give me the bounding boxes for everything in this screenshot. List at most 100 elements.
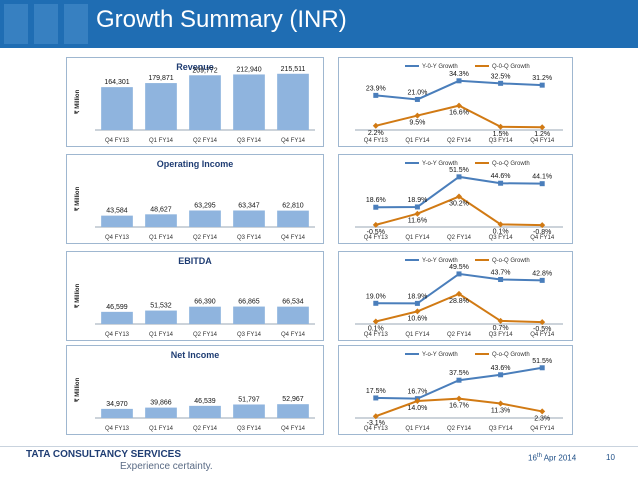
ebitda-growth-panel: Y-o-Y Growth Q-o-Q Growth 19.0% 18.9% 49.5% 4… xyxy=(338,251,573,341)
data-label: 11.3% xyxy=(491,407,510,414)
data-label: -0.8% xyxy=(533,229,551,236)
x-tick-label: Q2 FY14 xyxy=(193,332,218,338)
data-label: 42.8% xyxy=(532,270,552,277)
bar xyxy=(145,83,177,130)
data-label: 0.1% xyxy=(368,325,384,332)
data-point-qoq xyxy=(497,123,504,130)
data-label: 62,810 xyxy=(282,203,304,210)
data-label: 43.7% xyxy=(491,270,511,277)
data-label: 18.6% xyxy=(366,197,386,204)
x-tick-label: Q1 FY14 xyxy=(149,332,174,338)
data-label: 49.5% xyxy=(449,264,469,271)
x-tick-label: Q4 FY13 xyxy=(105,332,130,338)
data-label: 11.6% xyxy=(408,218,427,225)
x-tick-label: Q2 FY14 xyxy=(193,235,218,241)
data-point-yoy xyxy=(414,96,420,102)
data-point-qoq xyxy=(539,319,546,326)
data-label: 51,532 xyxy=(150,303,172,310)
data-point-yoy xyxy=(498,372,504,378)
data-label: 43.6% xyxy=(491,365,511,372)
header-decor-tile xyxy=(64,4,88,44)
data-label: 63,347 xyxy=(238,202,260,209)
x-tick-label: Q4 FY13 xyxy=(105,426,130,432)
bar xyxy=(277,73,309,130)
bar xyxy=(145,407,177,418)
x-tick-label: Q4 FY13 xyxy=(364,332,389,338)
data-label: 30.2% xyxy=(449,201,469,208)
bar xyxy=(101,215,133,227)
data-label: 51.5% xyxy=(449,167,469,174)
data-label: 52,967 xyxy=(282,396,304,403)
data-label: 48,627 xyxy=(150,206,172,213)
data-label: 9.5% xyxy=(409,120,425,127)
x-tick-label: Q4 FY14 xyxy=(530,426,555,432)
data-point-yoy xyxy=(373,300,379,306)
operating-income-bar-panel: Operating Income ₹ Million 43,584 Q4 FY13 48… xyxy=(66,154,324,244)
data-point-qoq xyxy=(539,408,546,415)
chart-title: EBITDA xyxy=(178,256,212,266)
data-label: 164,301 xyxy=(104,79,129,86)
legend-label: Y-o-Y Growth xyxy=(422,161,458,167)
bar xyxy=(101,311,133,324)
data-point-qoq xyxy=(414,398,421,405)
data-label: 51.5% xyxy=(532,358,552,365)
data-point-qoq xyxy=(414,112,421,119)
bar xyxy=(189,75,221,130)
x-tick-label: Q2 FY14 xyxy=(193,138,218,144)
x-tick-label: Q4 FY13 xyxy=(364,138,389,144)
x-tick-label: Q1 FY14 xyxy=(405,138,430,144)
data-point-yoy xyxy=(498,180,504,186)
x-tick-label: Q3 FY14 xyxy=(237,235,262,241)
tagline: Experience certainty. xyxy=(120,461,213,472)
legend-label: Y-o-Y Growth xyxy=(422,258,458,264)
data-point-yoy xyxy=(539,181,545,187)
bar xyxy=(277,306,309,324)
x-tick-label: Q4 FY14 xyxy=(281,426,306,432)
net-income-bar-panel: Net Income ₹ Million 34,970 Q4 FY13 39,866 Q1… xyxy=(66,345,324,435)
data-label: 63,295 xyxy=(194,202,216,209)
data-label: 34.3% xyxy=(449,71,469,78)
data-label: 46,599 xyxy=(106,304,128,311)
data-label: -3.1% xyxy=(367,420,385,427)
y-axis-label: ₹ Million xyxy=(74,186,81,211)
data-label: 44.6% xyxy=(491,173,511,180)
bar xyxy=(233,306,265,324)
data-label: 179,871 xyxy=(148,75,173,82)
data-point-yoy xyxy=(414,204,420,210)
data-label: 18.9% xyxy=(407,293,427,300)
data-label: 37.5% xyxy=(449,370,469,377)
bar xyxy=(189,306,221,324)
ebitda-bar-panel: EBITDA ₹ Million 46,599 Q4 FY13 51,532 Q1 FY1… xyxy=(66,251,324,341)
data-point-qoq xyxy=(372,413,379,420)
data-point-qoq xyxy=(497,400,504,407)
data-label: 212,940 xyxy=(236,66,261,73)
x-tick-label: Q4 FY14 xyxy=(530,332,555,338)
data-point-yoy xyxy=(498,80,504,86)
x-tick-label: Q3 FY14 xyxy=(489,235,514,241)
data-label: -0.5% xyxy=(533,326,551,333)
data-label: 2.3% xyxy=(534,415,550,422)
x-tick-label: Q4 FY13 xyxy=(364,235,389,241)
header-decor-tile xyxy=(4,4,28,44)
header-decor-tile xyxy=(34,4,58,44)
data-point-yoy xyxy=(373,204,379,210)
data-label: 209,772 xyxy=(192,67,217,74)
y-axis-label: ₹ Million xyxy=(74,89,81,114)
x-tick-label: Q4 FY13 xyxy=(364,426,389,432)
x-tick-label: Q4 FY14 xyxy=(281,332,306,338)
data-point-qoq xyxy=(372,221,379,228)
data-label: 66,534 xyxy=(282,299,304,306)
data-label: 44.1% xyxy=(532,174,552,181)
page-title: Growth Summary (INR) xyxy=(96,6,347,33)
data-label: 215,511 xyxy=(281,66,306,73)
x-tick-label: Q1 FY14 xyxy=(149,426,174,432)
chart-title: Revenue xyxy=(176,62,214,72)
data-label: 23.9% xyxy=(366,85,386,92)
footer-divider xyxy=(0,446,638,447)
data-point-qoq xyxy=(372,122,379,129)
data-point-qoq xyxy=(539,222,546,229)
bar xyxy=(277,210,309,227)
data-point-qoq xyxy=(414,210,421,217)
x-tick-label: Q4 FY14 xyxy=(281,138,306,144)
x-tick-label: Q4 FY13 xyxy=(105,138,130,144)
